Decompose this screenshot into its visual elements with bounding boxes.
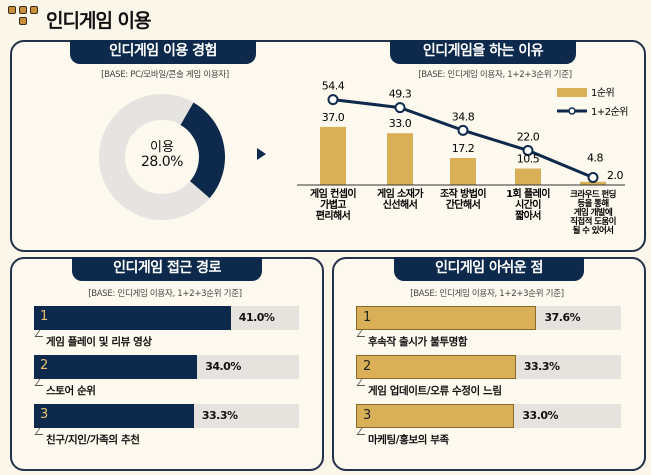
- line-value-label: 49.3: [389, 88, 412, 101]
- logo-icon: [8, 6, 40, 32]
- reasons-title: 인디게임을 하는 이유: [390, 40, 576, 64]
- donut-title: 인디게임 이용 경험: [70, 40, 256, 64]
- arrow-right-icon: [257, 148, 266, 160]
- category-label: 친구/지인/가족의 추천: [46, 434, 140, 446]
- bar-1st: [580, 181, 606, 185]
- bar: 2: [34, 355, 198, 379]
- bar-value-label: 17.2: [452, 142, 475, 155]
- bar-track: 2 34.0%: [34, 355, 299, 379]
- reasons-chart: 37.0 33.0 17.2 10.5 2.0 54.4 49.3 34.8 22.0 4.8 게임…: [297, 80, 629, 236]
- bar-1st: [450, 157, 476, 185]
- bar-1st: [320, 126, 346, 185]
- rank-label: 2: [363, 359, 372, 374]
- bar: 3: [356, 404, 515, 428]
- category-label: 1회 플레이 시간이 짧아서: [506, 187, 550, 222]
- category-label: 게임 플레이 및 리뷰 영상: [46, 336, 152, 348]
- value-label: 37.6%: [544, 311, 581, 324]
- bar: 1: [356, 306, 537, 330]
- bar-value-label: 10.5: [517, 153, 540, 166]
- line-value-label: 22.0: [517, 130, 540, 143]
- rank-label: 2: [40, 358, 49, 373]
- bar-track: 3 33.3%: [34, 404, 299, 428]
- category-label: 후속작 출시가 불투명함: [368, 336, 468, 348]
- bar-track: 3 33.0%: [356, 404, 621, 428]
- value-label: 33.3%: [201, 409, 238, 422]
- category-label: 마케팅/홍보의 부족: [368, 434, 449, 446]
- rank-label: 1: [40, 309, 49, 324]
- legend-line-marker: [568, 107, 576, 115]
- bar-1st: [387, 133, 413, 185]
- line-point: [522, 144, 534, 156]
- reasons-base: [BASE: 인디게임 이용자, 1+2+3순위 기준]: [418, 70, 572, 80]
- bar-track: 1 37.6%: [356, 306, 621, 330]
- category-label: 스토어 순위: [46, 385, 96, 397]
- line-point: [327, 94, 339, 106]
- category-label: 게임 컨셉이 가볍고 편리해서: [310, 187, 356, 222]
- rank-label: 3: [363, 408, 372, 423]
- donut-center-label: 이용: [150, 140, 174, 155]
- access-title: 인디게임 접근 경로: [72, 257, 262, 281]
- bar-track: 2 33.3%: [356, 355, 621, 379]
- value-label: 33.3%: [523, 360, 560, 373]
- line-value-label: 4.8: [587, 151, 603, 164]
- rank-label: 3: [40, 407, 49, 422]
- bar-value-label: 2.0: [607, 169, 623, 182]
- legend-label-1plus2: 1+2순위: [591, 105, 628, 118]
- bar: 2: [356, 355, 516, 379]
- bar-value-label: 37.0: [322, 111, 345, 124]
- page-title: 인디게임 이용: [46, 10, 151, 32]
- bar-value-label: 33.0: [389, 117, 412, 130]
- regret-bars: 1 37.6% 후속작 출시가 불투명함 2 33.3% 게임 업데이트/오류 수정이 느…: [332, 0, 646, 475]
- legend-label-1st: 1순위: [591, 86, 614, 99]
- line-point: [587, 171, 599, 183]
- value-label: 34.0%: [205, 360, 241, 373]
- rank-label: 1: [363, 310, 372, 325]
- line-value-label: 54.4: [322, 80, 345, 93]
- regret-base: [BASE: 인디게임 이용자, 1+2+3순위 기준]: [410, 289, 564, 299]
- donut-base: [BASE: PC/모바일/콘솔 게임 이용자]: [101, 70, 229, 80]
- category-label: 크라우드 펀딩 등을 통해 게임 개발에 직접적 도움이 될 수 있어서: [570, 189, 616, 236]
- line-point: [394, 102, 406, 114]
- bar: 3: [34, 404, 194, 428]
- category-label: 조작 방법이 간단해서: [440, 187, 486, 211]
- regret-title: 인디게임 아쉬운 점: [394, 257, 584, 281]
- line-value-label: 34.8: [452, 110, 475, 123]
- donut-center-value: 28.0%: [141, 154, 183, 170]
- value-label: 33.0%: [522, 409, 559, 422]
- donut-slice-use: [179, 102, 225, 199]
- bar-track: 1 41.0%: [34, 306, 299, 330]
- bar-1st: [515, 168, 541, 185]
- access-base: [BASE: 인디게임 이용자, 1+2+3순위 기준]: [88, 289, 242, 299]
- value-label: 41.0%: [238, 311, 275, 324]
- donut-chart: [99, 94, 225, 220]
- access-bars: 1 41.0% 게임 플레이 및 리뷰 영상 2 34.0% 스토어 순위 3 33.3% 친구…: [10, 0, 324, 475]
- legend-bar-swatch: [557, 88, 587, 97]
- bar: 1: [34, 306, 231, 330]
- category-label: 게임 업데이트/오류 수정이 느림: [368, 385, 502, 397]
- line-point: [457, 124, 469, 136]
- category-label: 게임 소재가 신선해서: [377, 187, 424, 211]
